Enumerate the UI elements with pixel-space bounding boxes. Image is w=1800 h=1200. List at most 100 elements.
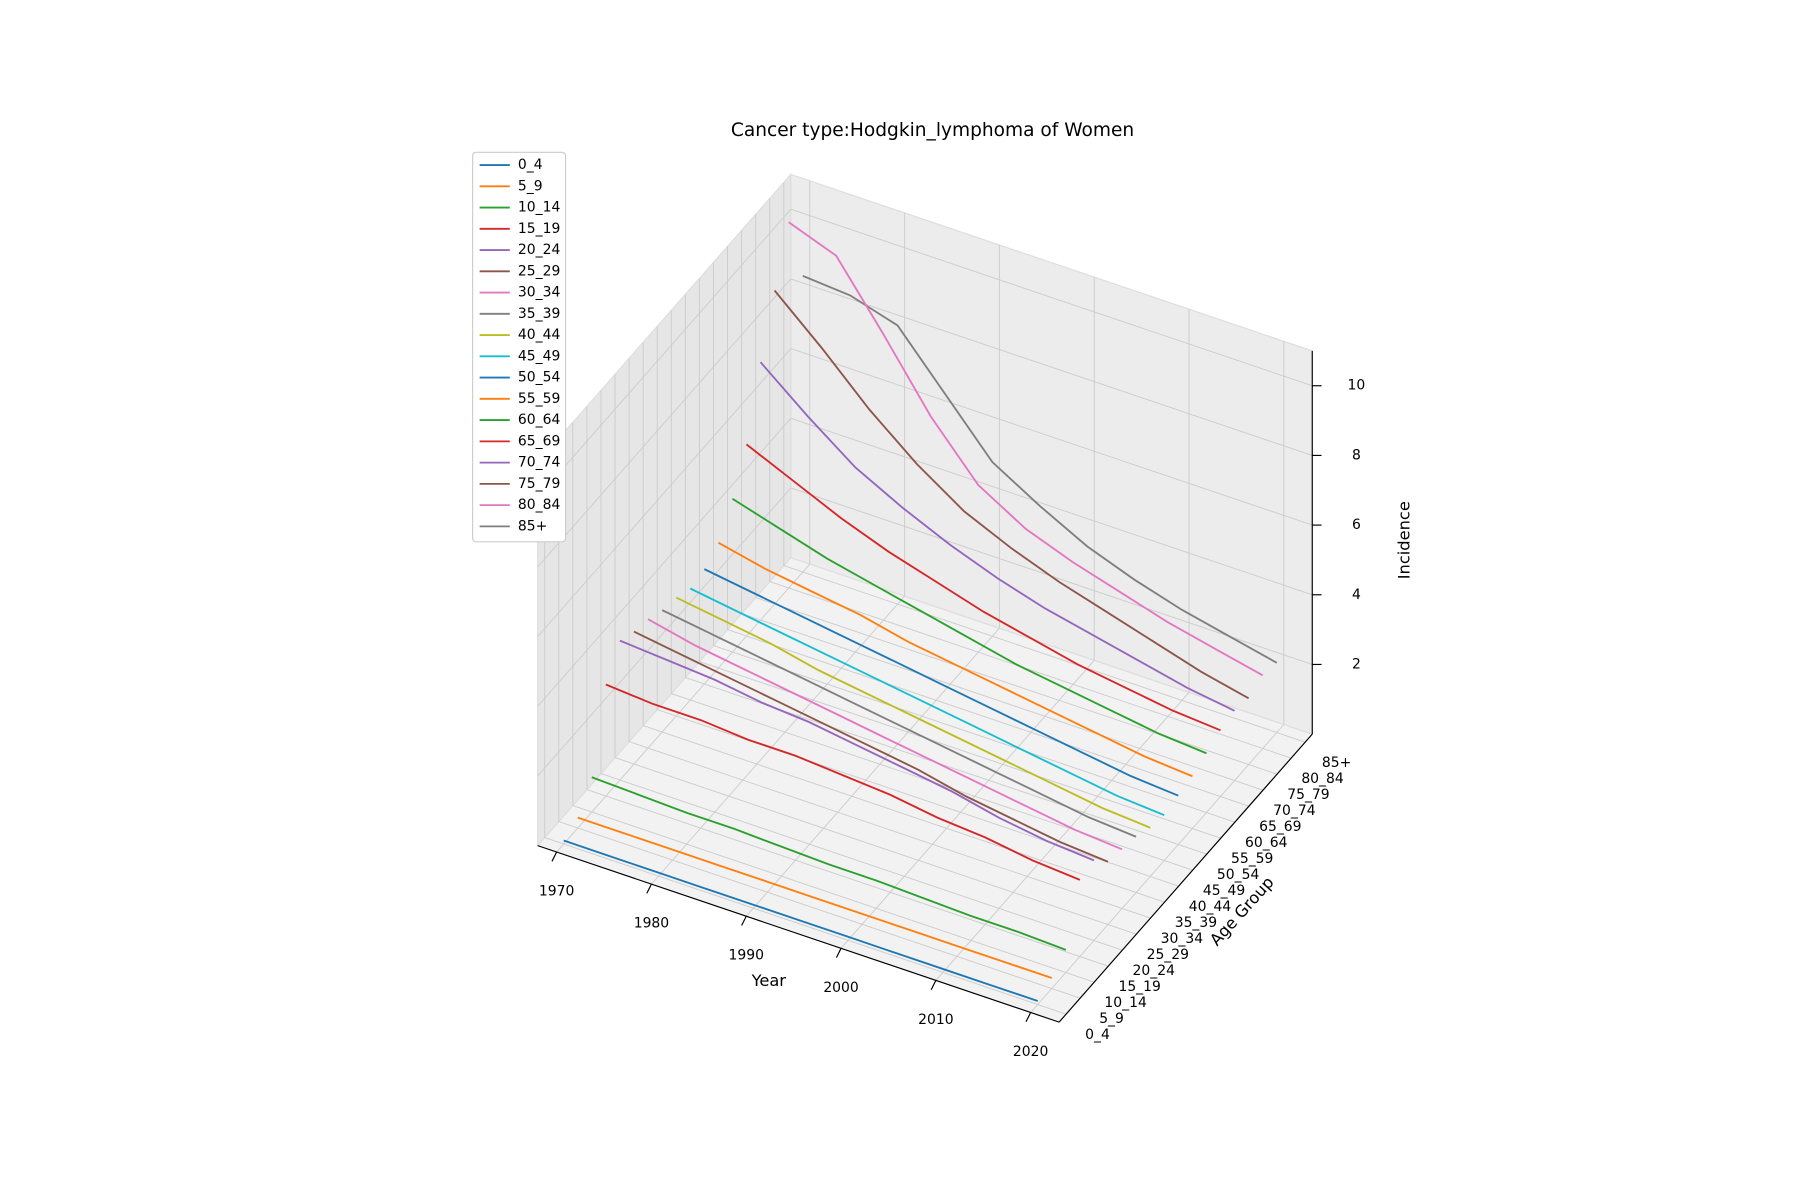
- legend-label: 25_29: [518, 263, 560, 279]
- x-axis: [537, 845, 1060, 1023]
- x-tick-label: 1990: [729, 948, 764, 964]
- grid-line: [572, 805, 1095, 983]
- grid-line: [790, 348, 1313, 526]
- data-line: [731, 497, 1207, 755]
- grid-line: [1030, 724, 1285, 1013]
- grid-line: [628, 741, 1151, 919]
- data-line: [661, 609, 1137, 838]
- x-tick-label: 1970: [539, 884, 574, 900]
- grid-line: [790, 208, 1313, 387]
- legend-label: 80_84: [518, 497, 561, 513]
- grid-line: [790, 278, 1313, 456]
- legend-label: 20_24: [518, 242, 561, 258]
- data-line: [759, 361, 1235, 712]
- grid-line: [651, 595, 905, 885]
- x-axis-label: Year: [751, 971, 787, 990]
- grid-line: [537, 348, 792, 637]
- legend-label: 55_59: [518, 391, 560, 407]
- y-tick-label: 50_54: [1217, 867, 1260, 883]
- z-axis-label: Incidence: [1395, 501, 1414, 579]
- z-tick-label: 2: [1352, 656, 1361, 672]
- legend-label: 5_9: [518, 178, 543, 194]
- y-tick-label: 0_4: [1085, 1027, 1110, 1043]
- legend-label: 45_49: [518, 348, 560, 364]
- y-tick-label: 45_49: [1203, 883, 1245, 899]
- data-line: [745, 443, 1221, 732]
- grid-line: [769, 581, 1292, 759]
- grid-line: [643, 725, 1165, 903]
- y-tick-label: 25_29: [1147, 947, 1189, 963]
- grid-line: [558, 821, 1081, 999]
- y-tick-label: 55_59: [1231, 851, 1273, 867]
- grid-line: [713, 645, 1236, 823]
- grid-line: [537, 208, 792, 498]
- grid-line: [840, 660, 1095, 949]
- y-tick-label: 40_44: [1189, 899, 1232, 915]
- grid-line: [755, 597, 1278, 775]
- data-line: [689, 587, 1165, 817]
- grid-line: [614, 757, 1137, 935]
- grid-line: [586, 789, 1109, 967]
- data-line: [633, 630, 1109, 863]
- x-tick-label: 2000: [823, 980, 858, 996]
- data-line: [647, 618, 1123, 851]
- y-axis: [1058, 733, 1313, 1023]
- data-line: [591, 776, 1067, 951]
- y-tick-label: 15_19: [1118, 979, 1160, 995]
- chart-title: Cancer type:Hodgkin_lymphoma of Women: [731, 120, 1134, 141]
- grid-line: [741, 613, 1264, 791]
- grid-line: [745, 627, 1000, 917]
- grid-line: [727, 629, 1250, 807]
- x-tick: [646, 883, 652, 894]
- data-line: [717, 541, 1193, 778]
- legend-label: 35_39: [518, 306, 560, 322]
- data-line: [563, 839, 1039, 1002]
- legend-label: 30_34: [518, 285, 561, 301]
- legend-label: 10_14: [518, 200, 561, 216]
- x-tick-label: 2010: [918, 1012, 953, 1028]
- legend-label: 50_54: [518, 370, 561, 386]
- z-tick-label: 8: [1352, 447, 1361, 463]
- y-tick-label: 10_14: [1104, 995, 1147, 1011]
- grid-line: [537, 417, 792, 707]
- x-tick-label: 2020: [1013, 1044, 1048, 1060]
- y-tick-label: 85+: [1322, 755, 1351, 771]
- legend-label: 70_74: [518, 455, 561, 471]
- data-line: [619, 639, 1095, 862]
- grid-line: [537, 278, 792, 568]
- data-line: [605, 683, 1081, 881]
- y-tick-label: 20_24: [1133, 963, 1176, 979]
- y-tick-label: 70_74: [1273, 803, 1316, 819]
- legend-label: 75_79: [518, 476, 560, 492]
- legend-label: 65_69: [518, 433, 560, 449]
- z-tick-label: 6: [1352, 517, 1361, 533]
- grid-line: [537, 487, 792, 777]
- legend-label: 15_19: [518, 221, 560, 237]
- y-tick-label: 80_84: [1301, 771, 1344, 787]
- grid-line: [556, 563, 811, 853]
- y-tick-label: 65_69: [1259, 819, 1301, 835]
- x-tick: [741, 915, 747, 926]
- grid-line: [544, 837, 1067, 1015]
- data-line: [675, 596, 1151, 829]
- data-line: [788, 221, 1264, 677]
- legend-label: 40_44: [518, 327, 561, 343]
- data-line: [577, 816, 1053, 979]
- grid-line: [699, 661, 1221, 839]
- x-tick: [1025, 1012, 1032, 1023]
- y-tick-label: 75_79: [1287, 787, 1329, 803]
- x-tick-label: 1980: [634, 916, 669, 932]
- data-line: [703, 568, 1179, 797]
- x-tick: [930, 980, 937, 990]
- legend-label: 85+: [518, 518, 547, 534]
- data-line: [802, 275, 1278, 664]
- x-tick: [835, 948, 842, 958]
- legend-label: 0_4: [518, 157, 543, 173]
- grid-line: [783, 565, 1306, 743]
- y-tick-label: 5_9: [1099, 1011, 1124, 1027]
- z-tick-label: 10: [1348, 378, 1366, 394]
- y-tick-label: 60_64: [1245, 835, 1288, 851]
- legend-label: 60_64: [518, 412, 561, 428]
